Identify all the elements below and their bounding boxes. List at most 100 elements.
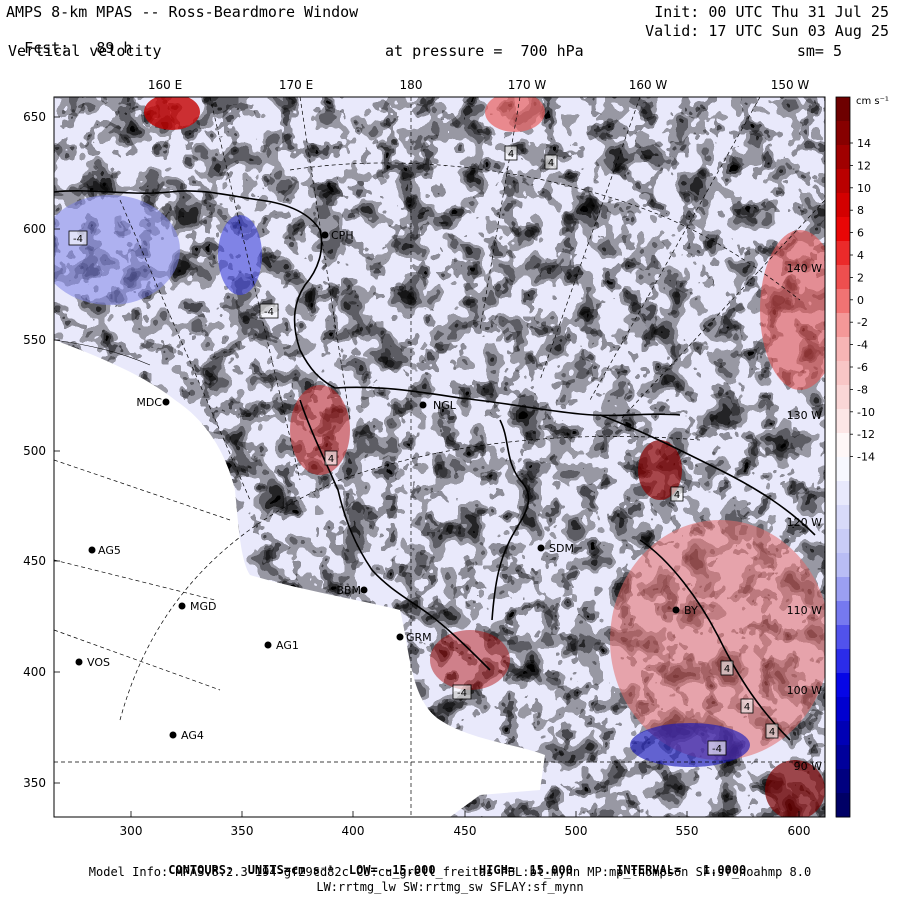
model-info: Model Info: MPASv8.2.3-194-gf29cd82c CU:…	[88, 865, 812, 879]
colorbar-swatch	[836, 625, 850, 650]
left-axis-label: 600	[23, 222, 46, 236]
contour-label-box	[544, 154, 558, 170]
station-label: BY	[684, 604, 698, 617]
bottom-axis-label: 600	[788, 824, 811, 838]
contour-label-box	[504, 145, 518, 161]
contour-label: 4	[328, 454, 334, 465]
colorbar-swatch	[836, 121, 850, 146]
colorbar-swatch	[836, 193, 850, 218]
station-dot	[178, 602, 186, 610]
station-markers: MDC NGL AG5 MGD AG1 VOS AG4 BBM GRM SDM BY CPH	[75, 229, 698, 742]
colorbar-swatch	[836, 433, 850, 458]
graticule	[54, 97, 825, 817]
station-dot	[419, 401, 427, 409]
colorbar-swatch	[836, 313, 850, 338]
bottom-axis-label: 550	[676, 824, 699, 838]
contour-label-box	[68, 230, 88, 246]
contour-label: 4	[744, 702, 750, 713]
vertical-velocity-field	[54, 97, 825, 817]
colorbar-tick-label: -10	[857, 406, 875, 419]
contour-label: 4	[724, 664, 730, 675]
high-value: HIGH= 15.000	[478, 863, 573, 877]
station-label: NGL	[433, 399, 457, 412]
meridian-label: 100 W	[787, 684, 822, 697]
meridian-label: 120 W	[787, 516, 822, 529]
colorbar-swatch	[836, 697, 850, 722]
init-time: Init: 00 UTC Thu 31 Jul 25	[654, 3, 889, 21]
right-meridian-labels: 140 W 130 W 120 W 110 W 100 W 90 W	[787, 262, 822, 773]
bottom-axis-label: 450	[454, 824, 477, 838]
colorbar-swatch	[836, 481, 850, 506]
station-dot	[672, 606, 680, 614]
meridian-label: 90 W	[794, 760, 822, 773]
station-dot	[396, 633, 404, 641]
colorbar-swatch	[836, 553, 850, 578]
left-axis-label: 450	[23, 554, 46, 568]
station-dot	[360, 586, 368, 594]
station-dot	[264, 641, 272, 649]
contour-label: 4	[769, 727, 775, 738]
colorbar-swatch	[836, 457, 850, 482]
contour-label-box	[670, 486, 684, 502]
colorbar-unit: cm s⁻¹	[856, 96, 889, 107]
valid-time: Valid: 17 UTC Sun 03 Aug 25	[645, 22, 889, 40]
station-label: BBM	[336, 584, 361, 597]
station-label: AG1	[276, 639, 299, 652]
colorbar-swatch	[836, 169, 850, 194]
colorbar-tick-label: -2	[857, 316, 868, 329]
plot-title: AMPS 8-km MPAS -- Ross-Beardmore Window	[6, 3, 359, 21]
contour-label-box	[740, 698, 754, 714]
colorbar-swatch	[836, 793, 850, 818]
colorbar-tick-label: 10	[857, 182, 871, 195]
left-axis-labels: 650 600 550 500 450 400 350	[23, 110, 60, 790]
colorbar-swatch	[836, 673, 850, 698]
colorbar-tick-label: -12	[857, 428, 875, 441]
bottom-axis-label: 350	[231, 824, 254, 838]
forecast-value: 89 h	[96, 39, 133, 57]
colorbar-swatch	[836, 649, 850, 674]
colorbar-swatch	[836, 601, 850, 626]
colorbar-swatch	[836, 529, 850, 554]
pressure-level: at pressure = 700 hPa	[385, 42, 584, 60]
colorbar: 14 12 10 8 6 4 2 0 -2 -4 -6 -8 -10 -12 -14	[835, 96, 875, 818]
colorbar-swatch	[836, 241, 850, 266]
colorbar-swatch	[836, 217, 850, 242]
colorbar-swatch	[836, 385, 850, 410]
station-dot	[169, 731, 177, 739]
top-axis-label: 160 E	[148, 78, 182, 92]
contour-label: -4	[264, 307, 274, 318]
top-axis-label: 170 W	[508, 78, 547, 92]
colorbar-swatch	[836, 265, 850, 290]
bottom-axis-label: 300	[120, 824, 143, 838]
colorbar-swatch	[836, 97, 850, 122]
contour-label: -4	[712, 744, 722, 755]
colorbar-tick-label: 12	[857, 159, 871, 172]
forecast-hour: Fcst: 89 h	[6, 23, 132, 57]
contour-label-box	[324, 450, 338, 466]
colorbar-tick-label: 8	[857, 204, 864, 217]
interval-value: INTERVAL= 1.0000	[616, 863, 747, 877]
station-dot	[75, 658, 83, 666]
station-label: CPH	[331, 229, 354, 242]
colorbar-tick-label: 6	[857, 227, 864, 240]
contour-label: -4	[73, 234, 83, 245]
low-value: LOW= -15.000	[348, 863, 436, 877]
station-dot	[321, 231, 329, 239]
contour-label: 4	[548, 158, 554, 169]
colorbar-tick-label: -4	[857, 339, 868, 352]
bottom-axis-label: 400	[342, 824, 365, 838]
colorbar-tick-label: 14	[857, 137, 871, 150]
colorbar-swatch	[836, 337, 850, 362]
model-info-2: LW:rrtmg_lw SW:rrtmg_sw SFLAY:sf_mynn	[316, 880, 584, 894]
smoothing-label: sm= 5	[796, 42, 842, 60]
colorbar-swatch	[836, 409, 850, 434]
colorbar-tick-label: 4	[857, 249, 864, 262]
contour-label-box	[707, 740, 727, 756]
left-axis-label: 400	[23, 665, 46, 679]
contours-label: CONTOURS:	[168, 863, 234, 877]
colorbar-swatch	[836, 745, 850, 770]
colorbar-swatch	[836, 289, 850, 314]
contour-label-box	[259, 303, 279, 319]
meridian-label: 130 W	[787, 409, 822, 422]
